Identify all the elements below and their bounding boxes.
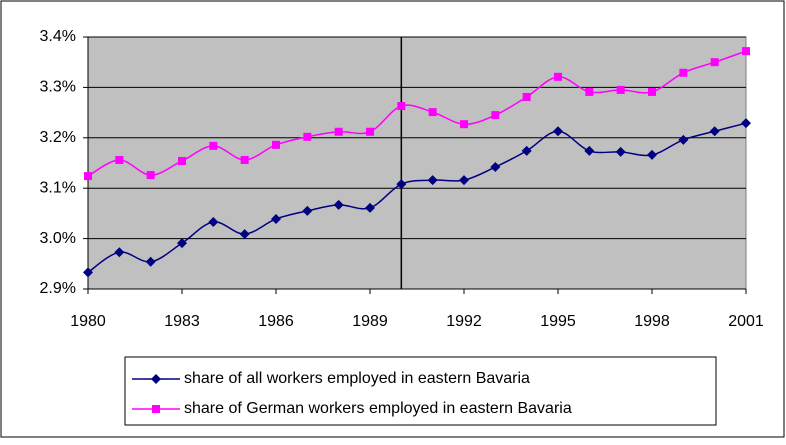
marker xyxy=(615,146,626,157)
marker xyxy=(303,132,312,141)
marker xyxy=(584,145,595,156)
marker xyxy=(678,134,689,145)
marker xyxy=(239,229,250,240)
marker xyxy=(365,202,375,213)
marker xyxy=(490,162,501,173)
legend-marker xyxy=(152,405,160,413)
marker xyxy=(208,216,219,227)
marker xyxy=(647,149,657,160)
x-tick-label: 2001 xyxy=(728,313,764,330)
marker xyxy=(114,247,125,258)
legend-marker xyxy=(151,374,161,384)
marker xyxy=(459,175,469,186)
marker xyxy=(240,155,249,164)
marker xyxy=(177,238,187,249)
x-tick-label: 1992 xyxy=(446,313,482,330)
y-tick-label: 3.2% xyxy=(40,129,76,146)
x-tick-label: 1995 xyxy=(540,313,576,330)
marker xyxy=(679,68,688,77)
marker xyxy=(333,199,344,210)
marker xyxy=(396,179,407,190)
marker xyxy=(710,58,719,67)
marker xyxy=(366,127,374,136)
series-line xyxy=(87,50,747,177)
legend-label: share of German workers employed in east… xyxy=(184,400,572,417)
series-line xyxy=(87,122,747,273)
marker xyxy=(146,171,155,180)
marker xyxy=(521,145,532,156)
marker xyxy=(616,85,625,94)
x-tick-label: 1989 xyxy=(352,313,388,330)
y-tick-label: 3.0% xyxy=(40,230,76,247)
marker xyxy=(742,47,750,56)
marker xyxy=(84,172,92,181)
marker xyxy=(115,155,124,164)
marker xyxy=(460,120,468,129)
marker xyxy=(585,87,594,96)
marker xyxy=(741,118,751,129)
marker xyxy=(522,92,531,101)
marker xyxy=(302,205,313,216)
marker xyxy=(427,175,438,186)
marker xyxy=(209,141,218,150)
y-tick-label: 2.9% xyxy=(40,280,76,297)
legend-box xyxy=(124,356,717,426)
x-tick-label: 1986 xyxy=(258,313,294,330)
marker xyxy=(428,108,437,117)
y-tick-label: 3.4% xyxy=(40,28,76,45)
marker xyxy=(554,72,562,81)
marker xyxy=(397,102,406,111)
marker xyxy=(334,127,343,136)
marker xyxy=(272,140,280,149)
marker xyxy=(491,111,500,120)
marker xyxy=(145,256,156,267)
x-tick-label: 1980 xyxy=(70,313,106,330)
marker xyxy=(271,213,281,224)
marker xyxy=(178,156,186,165)
marker xyxy=(648,87,656,96)
legend-label: share of all workers employed in eastern… xyxy=(184,370,530,387)
x-tick-label: 1983 xyxy=(164,313,200,330)
x-tick-label: 1998 xyxy=(634,313,670,330)
marker xyxy=(83,267,93,278)
marker xyxy=(553,126,563,137)
marker xyxy=(709,126,720,137)
y-tick-label: 3.1% xyxy=(40,179,76,196)
y-tick-label: 3.3% xyxy=(40,79,76,96)
plot-area xyxy=(87,36,747,290)
